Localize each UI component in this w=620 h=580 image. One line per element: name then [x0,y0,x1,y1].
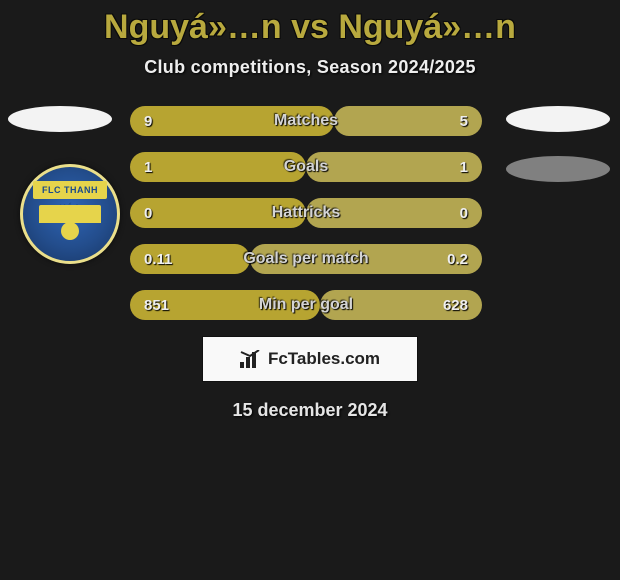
comparison-panel: FLC THANH HÓA Matches95 Goals11 Hattricks0… [0,106,620,320]
stat-row: Goals11 [130,152,482,182]
stat-rows: Matches95 Goals11 Hattricks00 Goals per mat… [130,106,482,320]
team-badge-left: FLC THANH HÓA [20,164,120,264]
stat-bar-right [306,198,482,228]
stat-bar-left [130,152,306,182]
team-badge-left-text: FLC THANH HÓA [33,181,107,199]
page-title: Nguyá»…n vs Nguyá»…n [0,0,620,47]
page-subtitle: Club competitions, Season 2024/2025 [0,57,620,78]
team-badge-bridge-icon [39,205,101,223]
brand-text: FcTables.com [268,349,380,369]
team-placeholder-right-top [506,106,610,132]
brand-attribution[interactable]: FcTables.com [202,336,418,382]
stat-row: Min per goal851628 [130,290,482,320]
team-badge-sun-icon [61,222,79,240]
stat-bar-right [320,290,482,320]
stat-bar-left [130,244,250,274]
team-placeholder-left [8,106,112,132]
team-placeholder-right-bottom [506,156,610,182]
stat-row: Goals per match0.110.2 [130,244,482,274]
stat-bar-right [306,152,482,182]
date-stamp: 15 december 2024 [0,400,620,421]
bar-chart-icon [240,350,262,368]
stat-row: Hattricks00 [130,198,482,228]
stat-bar-right [334,106,482,136]
stat-bar-left [130,106,334,136]
stat-row: Matches95 [130,106,482,136]
stat-bar-left [130,290,320,320]
stat-bar-right [250,244,482,274]
stat-bar-left [130,198,306,228]
